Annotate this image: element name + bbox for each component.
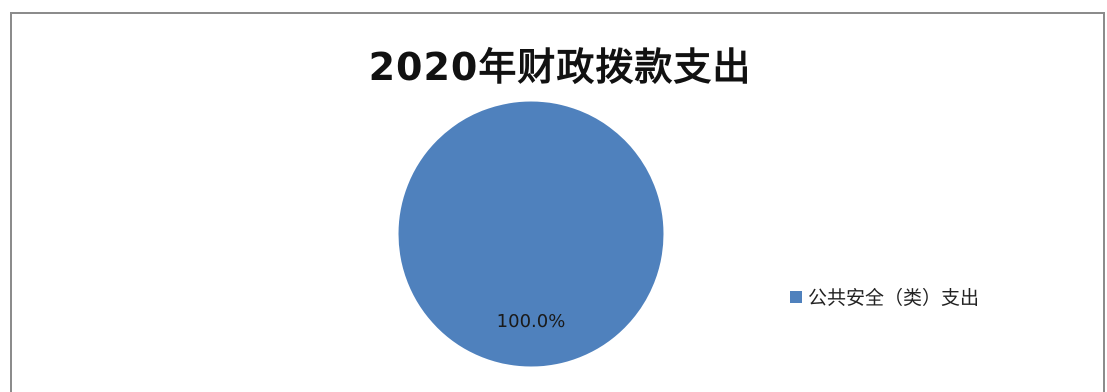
legend-swatch bbox=[790, 290, 802, 303]
legend-label: 公共安全（类）支出 bbox=[808, 287, 980, 309]
legend: 公共安全（类）支出 bbox=[790, 283, 979, 310]
chart-title: 2020年财政拨款支出 bbox=[368, 45, 752, 89]
pie-slice bbox=[397, 100, 665, 368]
pie-data-label: 100.0% bbox=[497, 311, 566, 332]
pie-chart: 100.0% bbox=[397, 100, 665, 368]
